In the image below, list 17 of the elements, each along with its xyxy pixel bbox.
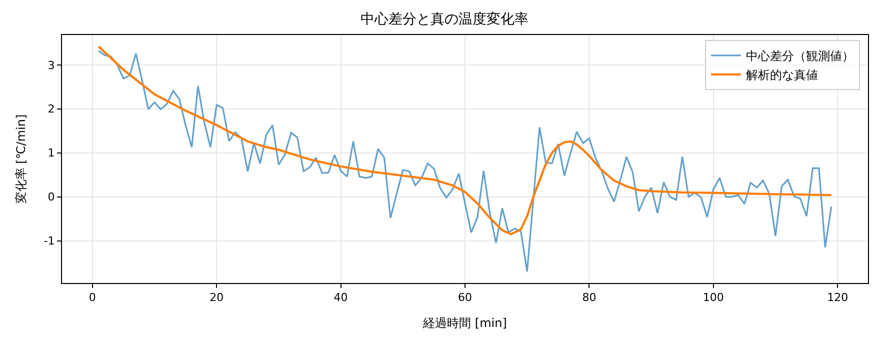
- y-tick-label: -1: [44, 234, 55, 248]
- y-tick-label: 0: [48, 190, 55, 204]
- chart-title: 中心差分と真の温度変化率: [360, 11, 528, 28]
- x-tick-label: 20: [210, 291, 224, 304]
- x-tick-label: 120: [827, 291, 848, 304]
- x-axis-title: 経過時間 [min]: [422, 316, 507, 330]
- y-tick-label: 2: [48, 102, 55, 116]
- y-axis-title: 変化率 [℃/min]: [14, 114, 28, 204]
- x-tick-label: 80: [582, 291, 596, 304]
- x-tick-label: 100: [702, 291, 724, 304]
- y-tick-label: 1: [48, 146, 55, 160]
- legend-label: 中心差分（観測値）: [746, 49, 854, 64]
- legend-label: 解析的な真値: [746, 68, 818, 82]
- x-tick-label: 60: [458, 291, 472, 304]
- y-tick-label: 3: [48, 58, 55, 72]
- x-tick-label: 0: [88, 291, 96, 304]
- x-tick-label: 40: [334, 291, 348, 304]
